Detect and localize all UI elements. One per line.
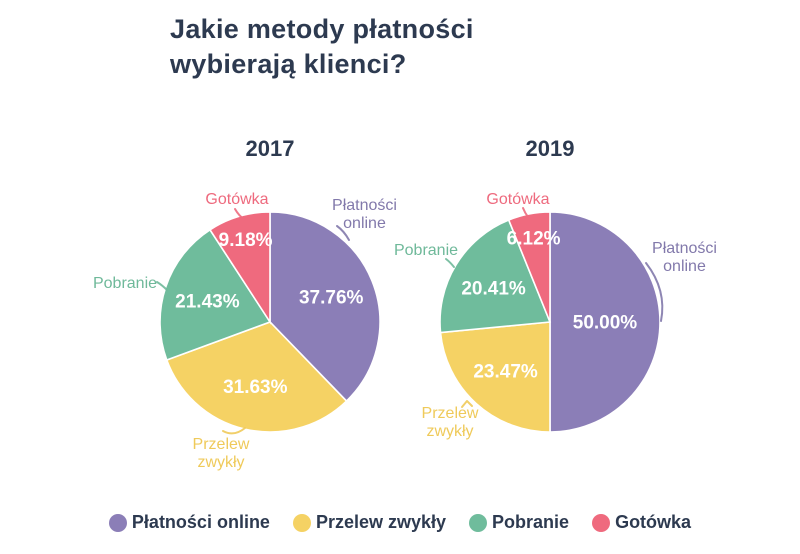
pie-slice-platnosci-online [549,211,661,433]
legend-item-pobranie: Pobranie [469,512,569,533]
legend-label-gotowka: Gotówka [615,512,692,532]
legend-item-platnosci-online: Płatności online [108,512,270,533]
slice-label-platnosci-online-2017: Płatności online [332,197,397,232]
legend-dot-pobranie-icon [469,513,488,532]
legend-dot-gotowka-icon [592,513,611,532]
legend-label-przelew-zwykly: Przelew zwykły [315,512,447,532]
legend-dot-platnosci-online-icon [108,513,127,532]
slice-label-pobranie-2017: Pobranie [92,275,158,292]
slice-label-przelew-zwykly-2017: Przelew zwykły [192,436,250,471]
slice-label-gotowka-2019: Gotówka [486,191,550,208]
value-label-przelew-zwykly: 23.47% [473,361,538,382]
legend: Płatności online Przelew zwykły Pobranie… [0,512,800,533]
slice-label-gotowka-2017: Gotówka [205,191,269,208]
page-title: Jakie metody płatności wybierają klienci… [170,14,474,79]
pie-slice-pobranie [439,218,552,334]
chart-title-2017: 2017 [245,136,295,161]
value-label-gotowka: 9.18% [219,230,273,251]
pie-2019: 50.00% 23.47% 20.41% 6.12% [439,211,661,433]
value-label-przelew-zwykly: 31.63% [223,377,288,398]
legend-item-przelew-zwykly: Przelew zwykły [292,512,447,533]
slice-label-przelew-zwykly-2019: Przelew zwykły [421,405,479,440]
slice-label-pobranie-2019: Pobranie [393,242,459,259]
legend-label-pobranie: Pobranie [492,512,570,532]
pie-slice-platnosci-online [269,211,381,403]
slice-label-platnosci-online-2019: Płatności online [652,240,717,275]
pie-slice-przelew-zwykly [439,321,551,433]
legend-dot-przelew-zwykly-icon [292,513,311,532]
value-label-gotowka: 6.12% [507,228,561,249]
value-label-pobranie: 20.41% [461,278,526,299]
legend-item-gotowka: Gotówka [592,512,691,533]
chart-title-2019: 2019 [525,136,575,161]
value-label-pobranie: 21.43% [175,292,240,313]
value-label-platnosci-online: 37.76% [299,288,364,309]
legend-label-platnosci-online: Płatności online [131,512,270,532]
value-label-platnosci-online: 50.00% [573,313,638,334]
pie-2017: 37.76% 31.63% 21.43% 9.18% [159,211,381,433]
